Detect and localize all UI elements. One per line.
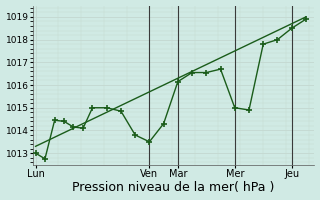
X-axis label: Pression niveau de la mer( hPa ): Pression niveau de la mer( hPa ) (72, 181, 275, 194)
